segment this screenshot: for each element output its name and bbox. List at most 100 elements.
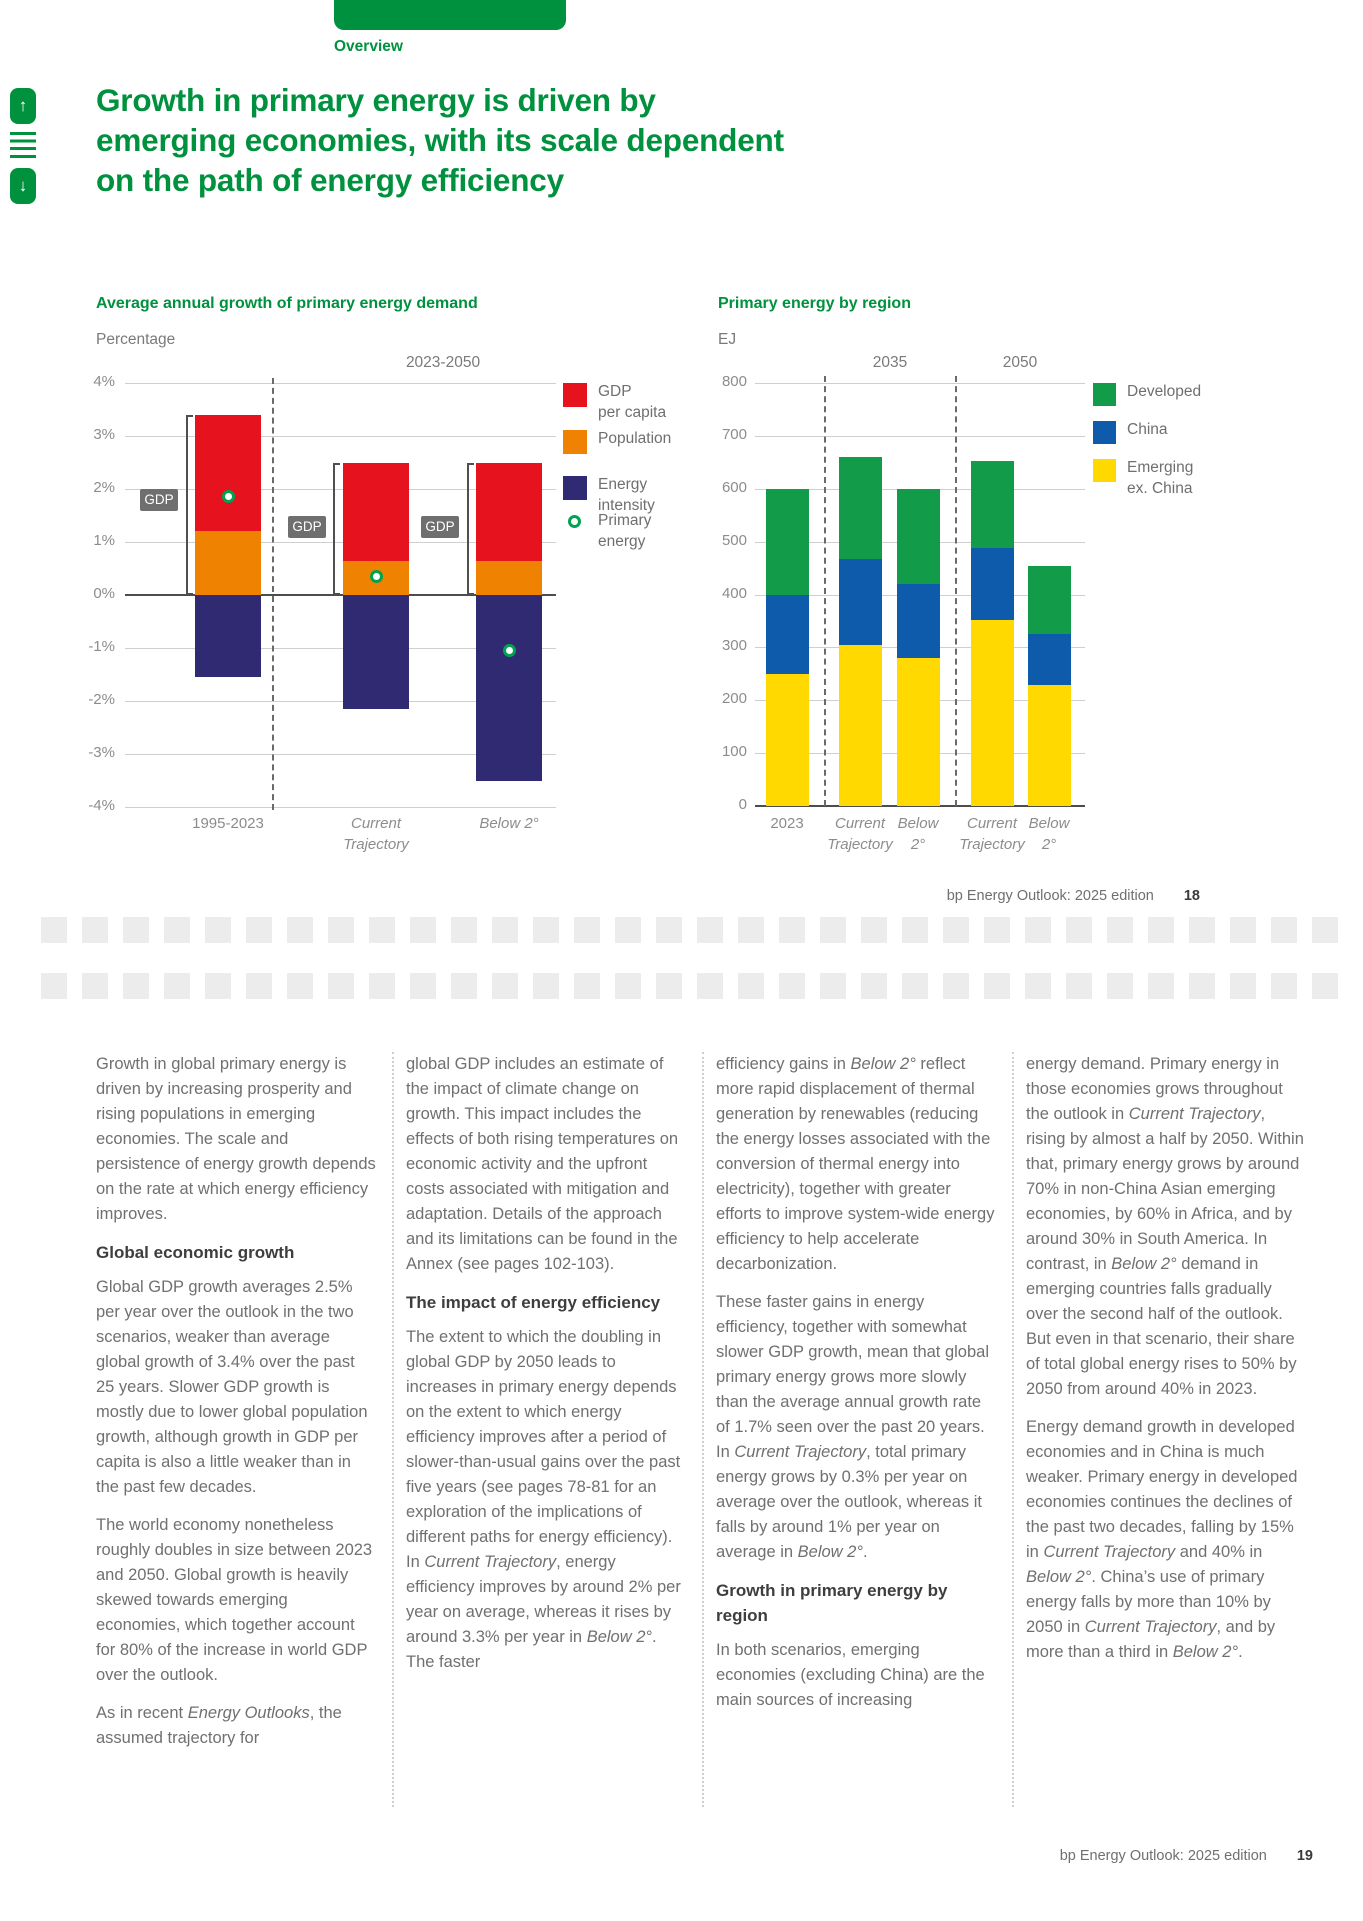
scroll-down-button[interactable]: ↓ [10, 168, 36, 204]
y-tick-label: 400 [721, 584, 747, 602]
scenario-name: Current Trajectory [424, 1553, 557, 1571]
gridline [755, 647, 1085, 649]
bar-segment-red [343, 462, 409, 561]
x-axis-label: 2023 [770, 815, 804, 832]
bar-segment-chart_green [896, 488, 940, 584]
article-paragraph: Energy demand growth in developed econom… [1026, 1418, 1298, 1661]
scenario-name: Current Trajectory [1043, 1543, 1176, 1561]
article-column: energy demand. Primary energy in those e… [1026, 1052, 1306, 1678]
x-axis-label: Current Trajectory [343, 815, 409, 853]
gridline [125, 648, 556, 649]
overview-tab[interactable] [334, 0, 566, 30]
scenario-name: Below 2° [797, 1543, 863, 1561]
page-footer-bottom: bp Energy Outlook: 2025 edition 19 [1060, 1848, 1313, 1864]
legend-item: Developed [1093, 383, 1243, 429]
chart2-title: Primary energy by region [718, 295, 911, 312]
legend-label: Emerging ex. China [1127, 459, 1194, 497]
legend-item: Primary energy [563, 512, 713, 558]
footer-text: bp Energy Outlook: 2025 edition [1059, 1848, 1267, 1864]
bar-segment-navy [195, 595, 261, 678]
bar-segment-navy [476, 595, 542, 781]
legend-item: Energy intensity [563, 476, 713, 522]
bar-segment-red [195, 414, 261, 532]
article-heading: Growth in primary energy by region [716, 1581, 948, 1625]
article-heading: Global economic growth [96, 1243, 295, 1262]
x-axis-label: Below 2° [897, 815, 939, 853]
scenario-name: Below 2° [1172, 1643, 1239, 1661]
gridline [125, 436, 556, 437]
y-tick-label: -3% [88, 744, 115, 761]
gridline [125, 754, 556, 755]
chart1-title: Average annual growth of primary energy … [96, 295, 478, 312]
gdp-bracket [186, 414, 193, 595]
bar-segment-yellow [970, 619, 1014, 806]
article-paragraph: Growth in global primary energy is drive… [96, 1055, 376, 1223]
bar-segment-orange [195, 531, 261, 595]
page-title-line: Growth in primary energy is driven by [96, 82, 656, 118]
legend-label: Energy intensity [598, 476, 655, 514]
bar-segment-china_blue [1027, 634, 1071, 686]
legend-swatch [563, 430, 587, 454]
bar-segment-yellow [896, 657, 940, 806]
column-divider [702, 1052, 704, 1807]
y-tick-label: 0 [738, 796, 747, 813]
gdp-bracket [467, 462, 474, 595]
primary-energy-marker [369, 569, 383, 583]
gridline [755, 541, 1085, 543]
y-tick-label: 500 [721, 531, 747, 549]
legend-swatch [563, 476, 587, 500]
article-paragraph: global GDP includes an estimate of the i… [406, 1055, 679, 1273]
bar-segment-yellow [1027, 685, 1071, 806]
y-tick-label: 2% [93, 479, 115, 496]
bar-segment-chart_green [970, 461, 1014, 549]
gridline [755, 488, 1085, 490]
gridline [125, 701, 556, 702]
y-tick-label: 300 [721, 637, 747, 655]
article-heading: The impact of energy efficiency [406, 1293, 661, 1312]
y-tick-label: 3% [93, 426, 115, 443]
y-tick-label: 800 [721, 373, 747, 390]
x-axis-label: Current Trajectory [827, 815, 893, 853]
article-column: Growth in global primary energy is drive… [96, 1052, 376, 1764]
page-number: 18 [1183, 888, 1200, 904]
gdp-label: GDP [288, 516, 326, 538]
gridline [125, 489, 556, 490]
article-paragraph: As in recent Energy Outlooks, the assume… [96, 1704, 342, 1747]
y-tick-label: -2% [88, 691, 115, 708]
article-paragraph: The extent to which the doubling in glob… [406, 1328, 681, 1671]
gdp-bracket [333, 462, 340, 595]
y-tick-label: 100 [721, 743, 747, 761]
gridline [755, 753, 1085, 755]
menu-lines-icon[interactable] [10, 132, 36, 158]
bar-segment-chart_green [838, 457, 882, 559]
primary-energy-marker-icon [568, 515, 581, 528]
bar-segment-china_blue [970, 548, 1014, 620]
bar-segment-yellow [838, 644, 882, 806]
scroll-up-button[interactable]: ↑ [10, 88, 36, 124]
column-divider [392, 1052, 394, 1807]
gridline [755, 805, 1085, 807]
bar-segment-chart_green [1027, 566, 1071, 635]
gridline [755, 700, 1085, 702]
legend-label: Primary energy [598, 512, 652, 550]
article-paragraph: These faster gains in energy efficiency,… [716, 1293, 989, 1561]
scenario-name: Current Trajectory [1128, 1105, 1261, 1123]
y-tick-label: -1% [88, 638, 115, 655]
overview-tab-label: Overview [334, 38, 403, 55]
scenario-name: Current Trajectory [1084, 1618, 1217, 1636]
legend-swatch [1093, 421, 1116, 444]
chart2-group-label-2035: 2035 [872, 354, 908, 371]
bar-segment-china_blue [896, 583, 940, 658]
page-number: 19 [1296, 1848, 1313, 1864]
bar-segment-orange [476, 560, 542, 595]
legend-item: GDP per capita [563, 383, 713, 429]
page-title: Growth in primary energy is driven by em… [96, 80, 784, 200]
legend-swatch [563, 383, 587, 407]
y-tick-label: 4% [93, 373, 115, 390]
legend-label: China [1127, 421, 1168, 438]
y-tick-label: 0% [93, 585, 115, 602]
gridline [755, 435, 1085, 437]
page-title-line: on the path of energy efficiency [96, 162, 564, 198]
page-title-line: emerging economies, with its scale depen… [96, 122, 784, 158]
